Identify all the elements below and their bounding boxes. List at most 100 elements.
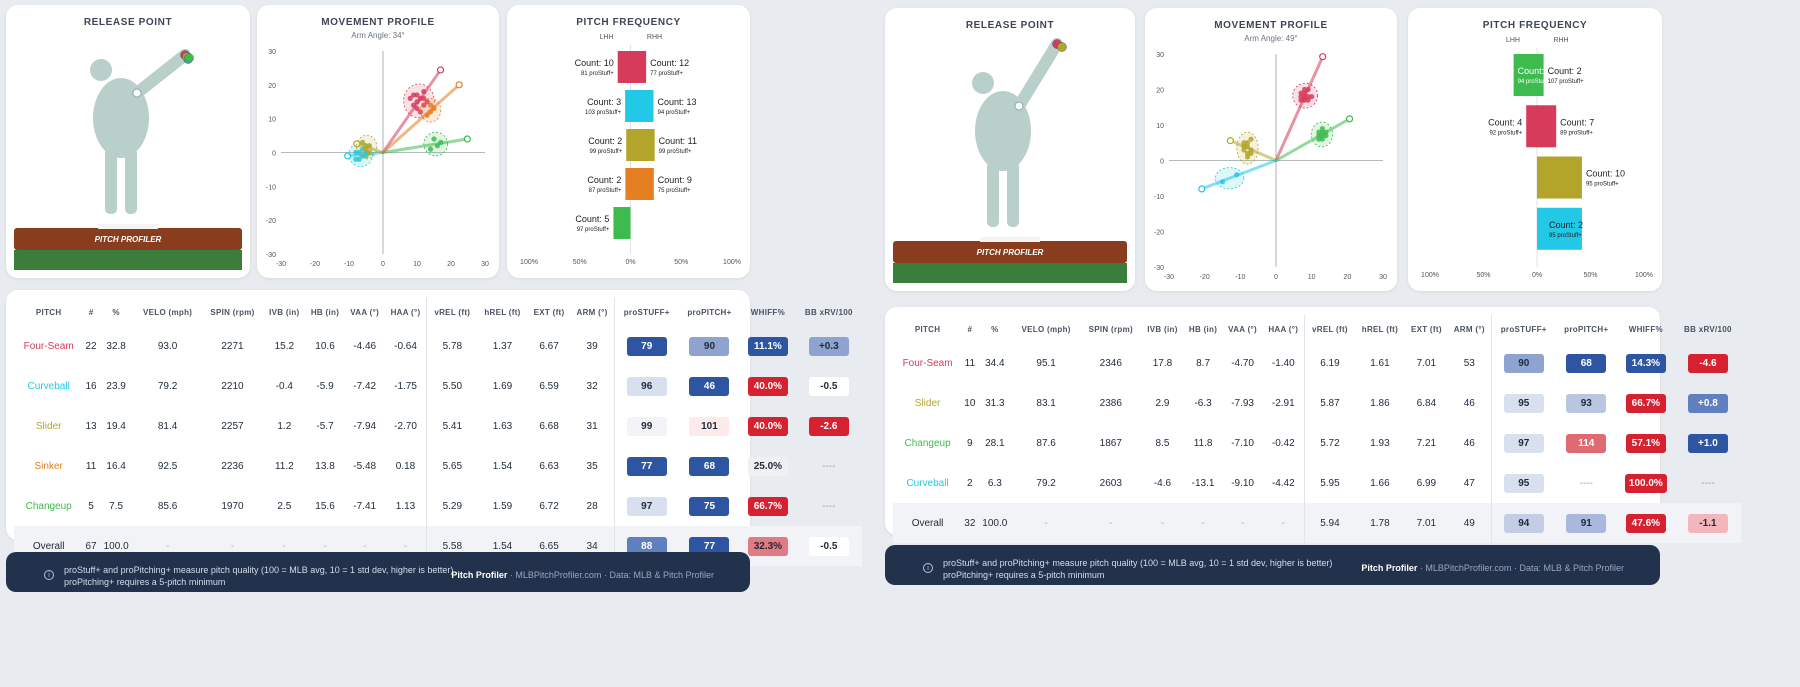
- column-header[interactable]: VELO (mph): [143, 307, 193, 317]
- pitch-point: [431, 105, 437, 112]
- table-row[interactable]: Curveball 16 23.9 79.2 2210 -0.4 -5.9 -7.42 -1.7…: [14, 366, 862, 406]
- table-cell: -5.9: [316, 380, 334, 392]
- table-cell: 6.19: [1304, 343, 1355, 383]
- column-header[interactable]: BB xRV/100: [804, 307, 853, 317]
- propitching-badge: 68: [1566, 353, 1607, 373]
- footer-dot: ·: [603, 570, 607, 580]
- column-header[interactable]: vREL (ft): [426, 298, 478, 326]
- report-panel-left: RELEASE POINT PITCH PROFILER MOVEMENT PR…: [0, 0, 880, 683]
- pitcher-head: [972, 72, 994, 94]
- pitch-point: [1248, 136, 1254, 142]
- rhh-bar: [1537, 156, 1582, 199]
- y-tick-label: 20: [1156, 88, 1164, 95]
- pitch-point: [360, 139, 366, 145]
- table-cell: -7.42: [353, 380, 377, 392]
- table-cell: 90: [1490, 343, 1556, 383]
- table-cell: -7.93: [1231, 397, 1254, 409]
- lhh-bar: [625, 90, 631, 122]
- column-header[interactable]: HAA (°): [390, 307, 421, 317]
- column-header[interactable]: SPIN (rpm): [1088, 324, 1133, 334]
- lhh-prostuff-label: 81 proStuff+: [581, 71, 614, 77]
- column-header[interactable]: %: [991, 324, 999, 334]
- pitch-point: [1248, 147, 1254, 153]
- footer-site-link[interactable]: MLBPitchProfiler.com: [515, 570, 602, 580]
- column-header[interactable]: #: [967, 324, 973, 334]
- column-header[interactable]: #: [88, 307, 94, 317]
- pitch-vector-line: [381, 137, 469, 154]
- column-header[interactable]: hREL (ft): [484, 307, 521, 317]
- table-row[interactable]: Changeup 5 7.5 85.6 1970 2.5 15.6 -7.41 1.13 5.29…: [14, 486, 862, 526]
- column-header[interactable]: vREL (ft): [1304, 315, 1355, 343]
- table-cell: 1.54: [492, 460, 513, 472]
- release-point-card: RELEASE POINT PITCH PROFILER: [885, 8, 1135, 291]
- column-header[interactable]: %: [112, 307, 120, 317]
- column-header[interactable]: IVB (in): [269, 307, 300, 317]
- column-header[interactable]: EXT (ft): [1410, 324, 1442, 334]
- column-header[interactable]: ARM (°): [576, 307, 608, 317]
- table-cell: -: [1183, 503, 1223, 543]
- column-header[interactable]: VAA (°): [1228, 324, 1258, 334]
- table-cell: -6.3: [1194, 397, 1212, 409]
- table-cell: 2.9: [1155, 397, 1170, 409]
- column-header[interactable]: HB (in): [310, 307, 340, 317]
- table-cell: 97: [1490, 423, 1556, 463]
- pitch-point: [424, 99, 430, 105]
- x-tick-label: 50%: [674, 259, 688, 266]
- pitch-point: [1244, 150, 1251, 156]
- table-cell: 2257: [221, 420, 244, 432]
- column-header[interactable]: WHIFF%: [750, 307, 786, 317]
- table-row[interactable]: Slider 10 31.3 83.1 2386 2.9 -6.3 -7.93 -2.91 5.8…: [893, 383, 1741, 423]
- column-header[interactable]: ARM (°): [1453, 324, 1485, 334]
- table-cell: 1.69: [492, 380, 513, 392]
- column-header[interactable]: EXT (ft): [533, 307, 565, 317]
- footer-site-link[interactable]: MLBPitchProfiler.com: [1425, 563, 1512, 573]
- pitch-point: [1319, 129, 1325, 135]
- table-cell: 1.2: [277, 420, 292, 432]
- pitch-point: [421, 95, 427, 101]
- column-header[interactable]: proPITCH+: [687, 307, 732, 317]
- x-tick-label: 30: [1379, 274, 1387, 281]
- lhh-bar: [1513, 54, 1537, 97]
- column-header[interactable]: BB xRV/100: [1684, 324, 1732, 334]
- pitch-name: Changeup: [25, 500, 72, 512]
- column-header[interactable]: VAA (°): [350, 307, 380, 317]
- y-tick-label: 30: [268, 49, 276, 56]
- column-header[interactable]: proSTUFF+: [1490, 315, 1556, 343]
- table-row[interactable]: Four-Seam 11 34.4 95.1 2346 17.8 8.7 -4.70 -1.40…: [893, 343, 1741, 383]
- table-cell: 5.78: [426, 326, 478, 366]
- whiff-badge: 32.3%: [747, 536, 788, 556]
- table-cell: 11.8: [1193, 437, 1213, 449]
- column-header[interactable]: IVB (in): [1147, 324, 1178, 334]
- table-cell: -2.70: [394, 420, 417, 432]
- column-header[interactable]: WHIFF%: [1628, 324, 1663, 334]
- prostuff-badge: 79: [626, 336, 667, 356]
- table-cell: 15.6: [315, 500, 335, 512]
- x-tick-label: -20: [310, 261, 320, 268]
- column-header[interactable]: VELO (mph): [1021, 324, 1071, 334]
- table-cell: 10.6: [315, 340, 335, 352]
- column-header[interactable]: PITCH: [914, 324, 941, 334]
- rhh-prostuff-label: 107 proStuff+: [1548, 79, 1585, 85]
- mound-grass: [14, 250, 242, 270]
- column-header[interactable]: proSTUFF+: [613, 298, 679, 326]
- table-row[interactable]: Slider 13 19.4 81.4 2257 1.2 -5.7 -7.94 -2.70 5.4…: [14, 406, 862, 446]
- pitch-point: [434, 143, 440, 149]
- column-header[interactable]: HB (in): [1188, 324, 1218, 334]
- footer-note-line-1: proStuff+ and proPitching+ measure pitch…: [943, 558, 1333, 568]
- pitch-point: [1301, 97, 1308, 103]
- table-row[interactable]: Changeup 9 28.1 87.6 1867 8.5 11.8 -7.10 -0.42 5.…: [893, 423, 1741, 463]
- column-header[interactable]: SPIN (rpm): [210, 307, 255, 317]
- column-header[interactable]: proPITCH+: [1564, 324, 1609, 334]
- table-row[interactable]: Curveball 2 6.3 79.2 2603 -4.6 -13.1 -9.10 -4.42…: [893, 463, 1741, 503]
- table-cell: 93: [1556, 383, 1617, 423]
- table-row[interactable]: Four-Seam 22 32.8 93.0 2271 15.2 10.6 -4.46 -0.6…: [14, 326, 862, 366]
- overall-row[interactable]: Overall 32 100.0- - - - - -5.94 1.78 7.01 49 94 91 47…: [893, 503, 1741, 543]
- column-header[interactable]: PITCH: [35, 307, 62, 317]
- y-tick-label: 0: [272, 151, 276, 158]
- table-cell: 28.1: [985, 437, 1005, 449]
- table-cell: -: [1080, 503, 1142, 543]
- table-row[interactable]: Sinker 11 16.4 92.5 2236 11.2 13.8 -5.48 0.18 5.6…: [14, 446, 862, 486]
- column-header[interactable]: hREL (ft): [1361, 324, 1399, 334]
- table-cell: 6.63: [539, 460, 559, 472]
- column-header[interactable]: HAA (°): [1268, 324, 1299, 334]
